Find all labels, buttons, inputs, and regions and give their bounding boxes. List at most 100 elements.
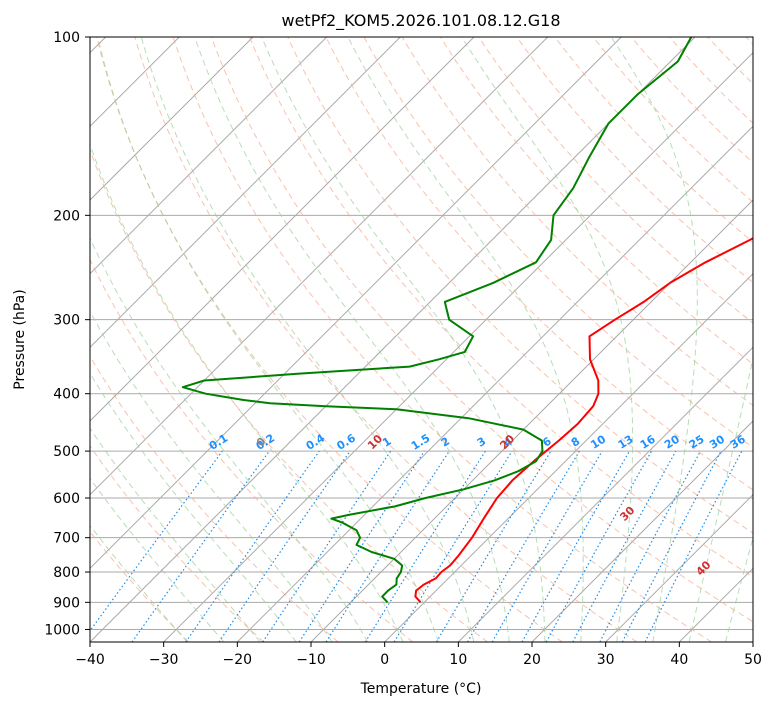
mixing-ratio-line bbox=[218, 450, 351, 642]
moist-adiabat-line bbox=[725, 536, 753, 642]
isotherm-line bbox=[90, 37, 549, 496]
x-tick-label: −40 bbox=[75, 652, 105, 668]
isotherm-line bbox=[531, 420, 753, 642]
series-layer bbox=[181, 37, 753, 603]
isotherm-line bbox=[90, 37, 622, 570]
dry-adiabat-line bbox=[134, 37, 638, 642]
moist-adiabat-line bbox=[461, 37, 634, 642]
isotherm-line bbox=[90, 37, 475, 422]
dry-adiabat-line bbox=[745, 37, 753, 46]
dry-adiabat-line bbox=[554, 37, 753, 243]
moist-adiabat-line bbox=[140, 37, 475, 642]
mixing-ratio-line bbox=[644, 450, 743, 642]
isotherm-line bbox=[236, 125, 753, 642]
x-tick-label: 40 bbox=[670, 652, 688, 668]
moist-adiabat-label: 10 bbox=[365, 432, 385, 452]
x-tick-label: −10 bbox=[296, 652, 326, 668]
x-tick-label: 30 bbox=[597, 652, 615, 668]
mixing-ratio-line bbox=[185, 450, 320, 642]
mixing-ratio-label: 2 bbox=[439, 435, 452, 450]
mixing-ratio-line bbox=[572, 450, 677, 642]
moist-adiabat-line bbox=[610, 37, 698, 642]
mixing-ratio-label: 16 bbox=[638, 432, 658, 451]
moist-adiabat-line bbox=[90, 236, 369, 642]
moist-adiabat-line bbox=[90, 142, 404, 642]
y-tick-label: 800 bbox=[53, 565, 80, 581]
dry-adiabat-line bbox=[669, 37, 753, 124]
mixing-ratio-line bbox=[521, 450, 631, 642]
moist-adiabat-line bbox=[261, 37, 546, 642]
mixing-ratio-label: 36 bbox=[728, 432, 748, 451]
x-axis-label: Temperature (°C) bbox=[360, 681, 482, 697]
y-axis-label: Pressure (hPa) bbox=[12, 289, 28, 389]
moist-adiabat-line bbox=[347, 37, 584, 642]
mixing-ratio-line bbox=[298, 450, 425, 642]
x-tick-label: 20 bbox=[523, 652, 541, 668]
isotherm-line bbox=[310, 199, 753, 642]
y-tick-label: 1000 bbox=[44, 622, 80, 638]
y-tick-label: 700 bbox=[53, 531, 80, 547]
isotherm-line bbox=[678, 567, 753, 642]
y-tick-label: 400 bbox=[53, 387, 80, 403]
dry-adiabat-line bbox=[592, 37, 753, 203]
mixing-ratio-label: 30 bbox=[707, 432, 727, 451]
mixing-ratio-line bbox=[393, 450, 513, 642]
mixing-ratio-label: 3 bbox=[475, 435, 488, 450]
mixing-ratio-label: 25 bbox=[687, 433, 707, 452]
dry-adiabat-line bbox=[172, 37, 712, 642]
dry-adiabat-line bbox=[516, 37, 753, 284]
plot-frame bbox=[89, 36, 754, 643]
y-tick-label: 900 bbox=[53, 595, 80, 611]
dry-adiabat-line bbox=[287, 37, 753, 534]
moist-adiabat-line bbox=[90, 372, 297, 642]
isotherm-line bbox=[384, 272, 753, 642]
isotherm-line bbox=[163, 51, 753, 642]
dry-adiabat-line bbox=[90, 355, 339, 642]
moist-adiabat-label: 40 bbox=[694, 558, 714, 578]
y-tick-label: 500 bbox=[53, 444, 80, 460]
mixing-ratio-line bbox=[599, 450, 702, 642]
y-tick-label: 300 bbox=[53, 313, 80, 329]
y-tick-label: 100 bbox=[53, 30, 80, 46]
axis-layer: −40 −30 −20 −10 0 10 20 30 40 50 100 200 300 400 500 60… bbox=[44, 30, 762, 668]
isotherm-line bbox=[90, 37, 328, 275]
dry-adiabat-line bbox=[90, 531, 190, 642]
moist-adiabat-line bbox=[90, 427, 261, 642]
x-tick-label: −30 bbox=[149, 652, 179, 668]
mixing-ratio-line bbox=[364, 450, 486, 642]
dry-adiabat-line bbox=[210, 37, 753, 623]
y-tick-label: 200 bbox=[53, 208, 80, 224]
temperature-profile-line bbox=[414, 237, 753, 603]
mixing-ratio-label: 1.5 bbox=[409, 431, 432, 452]
moist-adiabat-line bbox=[90, 310, 333, 642]
moist-adiabat-line bbox=[90, 477, 225, 642]
moist-adiabat-line bbox=[97, 37, 439, 642]
isotherm-line bbox=[90, 37, 696, 642]
dry-adiabat-line bbox=[325, 37, 753, 491]
isotherm-line bbox=[752, 641, 753, 642]
isotherm-line bbox=[605, 493, 753, 642]
moist-adiabat-line bbox=[688, 355, 753, 642]
dry-adiabat-line bbox=[96, 37, 563, 642]
mixing-ratio-line bbox=[131, 450, 270, 642]
dry-adiabat-line bbox=[707, 37, 753, 85]
mixing-ratio-line bbox=[325, 450, 450, 642]
dry-adiabat-line bbox=[90, 445, 264, 642]
dry-adiabat-line bbox=[90, 148, 488, 642]
moist-adiabat-label: 30 bbox=[617, 503, 637, 523]
isotherm-line bbox=[90, 37, 401, 349]
moist-adiabat-line bbox=[90, 524, 188, 642]
mixing-ratio-label: 0.4 bbox=[304, 431, 328, 453]
y-tick-label: 600 bbox=[53, 491, 80, 507]
x-tick-label: 50 bbox=[744, 652, 762, 668]
x-tick-label: −20 bbox=[223, 652, 253, 668]
mixing-ratio-line bbox=[90, 450, 223, 632]
dry-adiabat-line bbox=[249, 37, 753, 578]
isotherm-line bbox=[90, 37, 254, 201]
moist-adiabat-line bbox=[762, 37, 775, 642]
line-label-layer: 0.10.20.40.611.52346810131620253036-100-… bbox=[207, 431, 748, 578]
dry-adiabat-line bbox=[90, 258, 414, 642]
mixing-ratio-line bbox=[545, 450, 653, 642]
dry-adiabat-line bbox=[439, 37, 753, 365]
